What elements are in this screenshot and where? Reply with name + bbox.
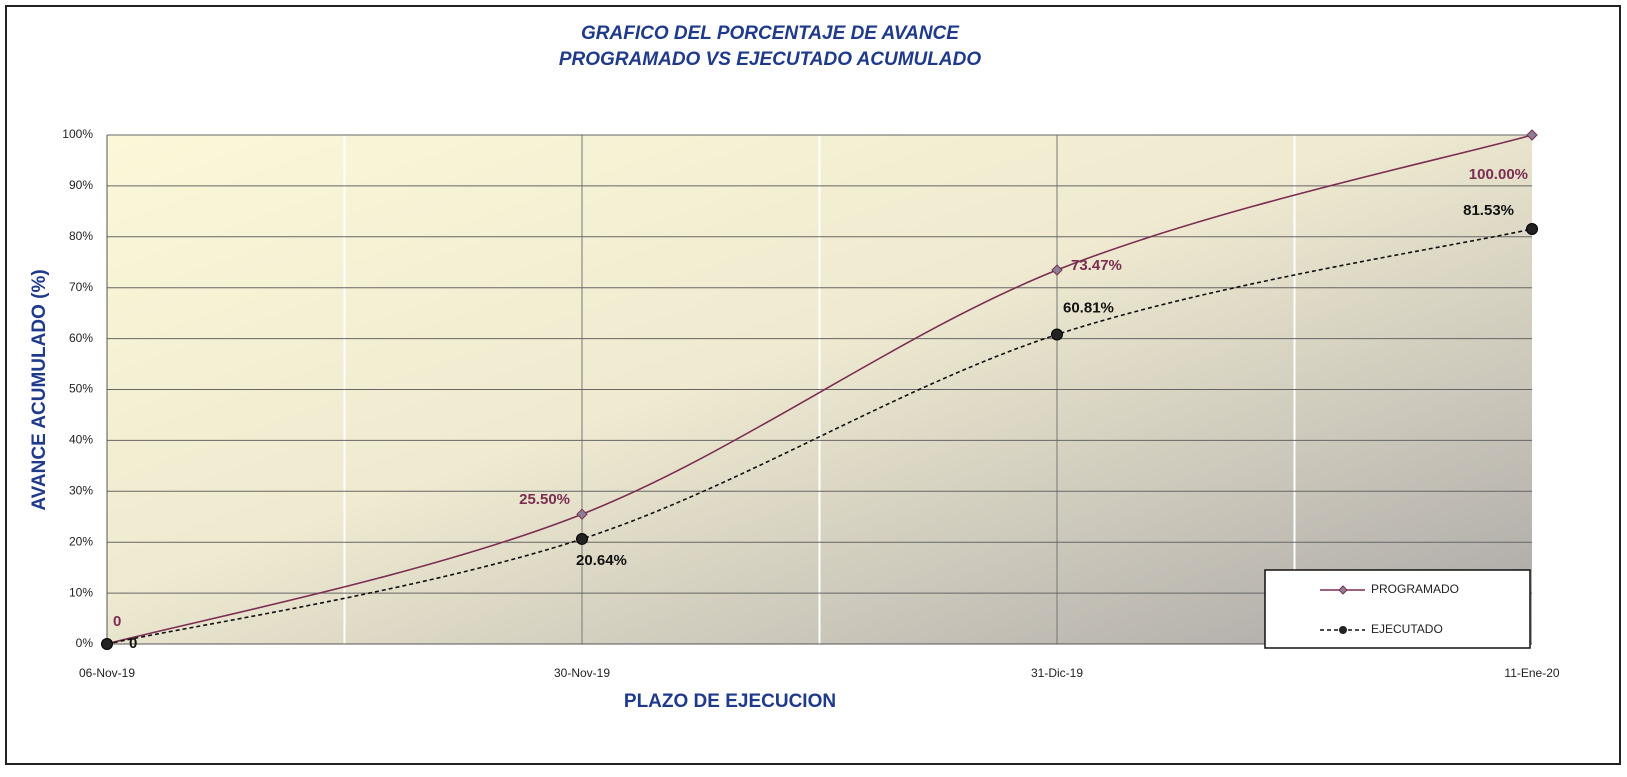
data-label: 60.81% [1063,299,1114,316]
y-tick-label: 90% [69,178,93,192]
x-axis-title: PLAZO DE EJECUCION [624,691,836,712]
point-marker [101,638,113,650]
point-marker [1051,264,1063,276]
data-label: 73.47% [1071,257,1122,274]
point-marker [576,508,588,520]
y-tick-label: 40% [69,433,93,447]
legend: PROGRAMADO EJECUTADO [1264,569,1531,649]
legend-box [1264,569,1531,649]
point-marker [1526,223,1538,236]
chart-title: GRAFICO DEL PORCENTAJE DE AVANCE [581,23,960,44]
y-tick-label: 100% [62,127,93,141]
series-line [106,228,1533,645]
y-tick-label: 50% [69,382,93,396]
y-tick-label: 0% [76,636,94,650]
point-marker [576,532,588,545]
x-tick-label: 31-Dic-19 [1031,666,1083,680]
y-tick-label: 30% [69,483,93,497]
legend-marker [1339,626,1347,634]
y-tick-label: 80% [69,229,93,243]
y-axis-title: AVANCE ACUMULADO (%) [29,269,50,510]
data-label: 20.64% [576,552,627,569]
legend-label: PROGRAMADO [1371,582,1459,596]
data-label: 0 [129,635,137,652]
legend-marker [1338,585,1348,595]
data-label: 100.00% [1469,166,1528,183]
y-tick-label: 10% [69,585,93,599]
point-marker [1526,129,1538,141]
x-tick-label: 11-Ene-20 [1504,666,1559,680]
y-tick-label: 60% [69,331,93,345]
series-line [106,134,1533,645]
x-tick-label: 30-Nov-19 [554,666,610,680]
data-label: 25.50% [519,491,570,508]
x-tick-label: 06-Nov-19 [79,666,135,680]
point-marker [1051,328,1063,341]
data-label: 0 [113,613,121,630]
y-tick-label: 20% [69,534,93,548]
legend-label: EJECUTADO [1371,622,1443,636]
y-tick-label: 70% [69,280,93,294]
chart-title: PROGRAMADO VS EJECUTADO ACUMULADO [559,49,981,70]
data-label: 81.53% [1463,202,1514,219]
